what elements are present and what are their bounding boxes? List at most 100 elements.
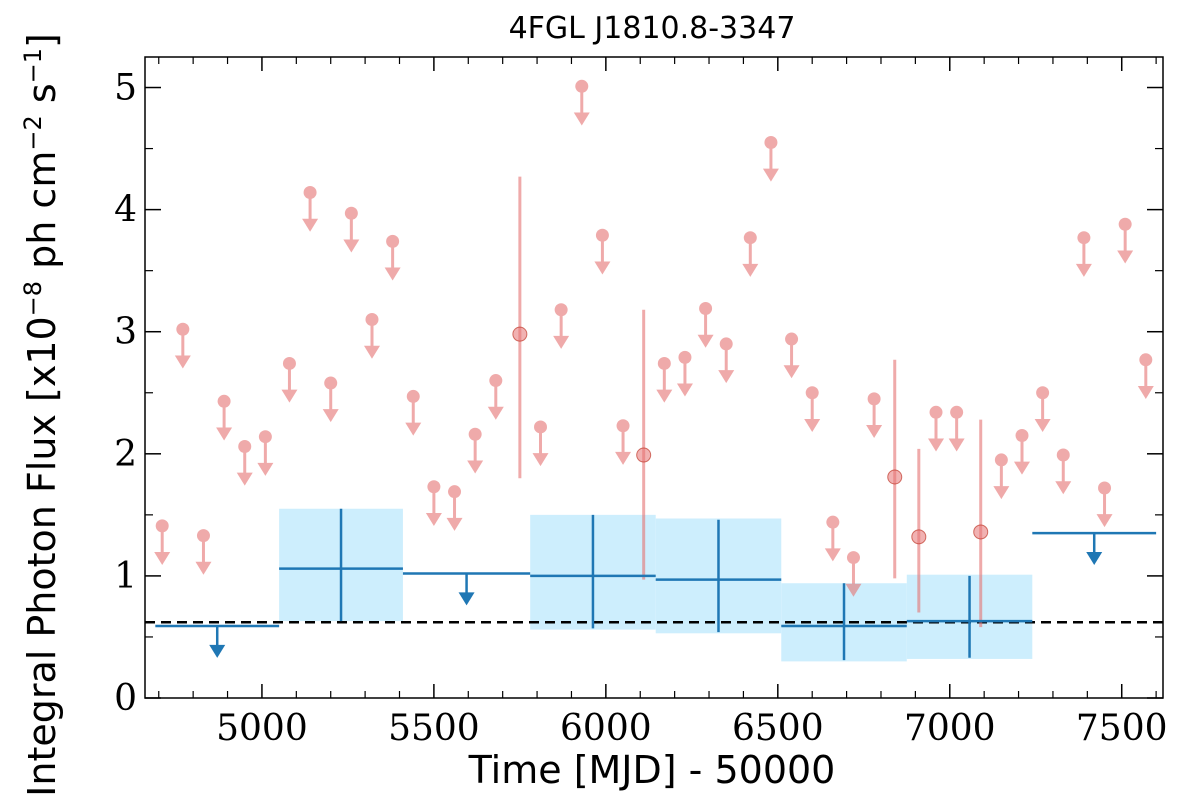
long-bin-upper-limit bbox=[402, 572, 531, 606]
upper-limit-marker bbox=[595, 228, 609, 242]
upper-limit-point bbox=[615, 419, 632, 465]
x-tick-label: 5000 bbox=[216, 708, 308, 749]
y-tick-label: 3 bbox=[114, 312, 137, 353]
upper-limit-marker bbox=[176, 322, 190, 336]
upper-limit-point bbox=[824, 515, 841, 562]
x-tick-label: 5500 bbox=[388, 708, 480, 749]
upper-limit-marker bbox=[1098, 481, 1112, 495]
upper-limit-marker bbox=[1077, 231, 1091, 245]
upper-limit-marker bbox=[554, 303, 568, 317]
y-axis-label-part1: Integral Photon Flux [x10 bbox=[20, 316, 64, 797]
upper-limit-marker bbox=[743, 231, 757, 245]
upper-limit-marker bbox=[950, 405, 964, 419]
upper-limit-marker bbox=[344, 206, 358, 220]
upper-limit-marker bbox=[1015, 428, 1029, 442]
upper-limit-point bbox=[594, 228, 611, 275]
upper-limit-point bbox=[1034, 386, 1051, 432]
upper-limit-arrow-head bbox=[154, 552, 171, 566]
upper-limit-marker bbox=[826, 515, 840, 529]
x-tick-label: 7500 bbox=[1076, 708, 1168, 749]
upper-limit-marker bbox=[217, 394, 231, 408]
upper-limit-marker bbox=[1056, 448, 1070, 462]
upper-limit-point bbox=[656, 356, 673, 403]
upper-limit-marker bbox=[406, 389, 420, 403]
upper-limit-arrow-head bbox=[343, 239, 360, 253]
upper-limit-arrow-head bbox=[656, 389, 673, 403]
upper-limit-point bbox=[993, 453, 1010, 500]
upper-limit-marker bbox=[238, 439, 252, 453]
long-bin-upper-limit bbox=[155, 624, 280, 658]
upper-limit-arrow-head bbox=[216, 427, 233, 441]
upper-limit-arrow-head bbox=[1013, 461, 1030, 475]
detection-marker bbox=[512, 326, 528, 342]
upper-limit-arrow-head bbox=[1096, 514, 1113, 528]
upper-limit-point bbox=[697, 302, 714, 348]
upper-limit-arrow-head bbox=[553, 335, 570, 349]
upper-limit-point bbox=[783, 332, 800, 379]
x-axis-label: Time [MJD] - 50000 bbox=[468, 748, 836, 792]
upper-limit-arrow-head bbox=[948, 438, 965, 452]
upper-limit-arrow-head bbox=[322, 409, 339, 423]
upper-limit-arrow-head bbox=[1137, 385, 1154, 399]
upper-limit-point bbox=[195, 529, 212, 575]
upper-limit-marker bbox=[155, 519, 169, 533]
upper-limit-point bbox=[1096, 481, 1113, 528]
upper-limit-arrow-head bbox=[804, 418, 821, 432]
upper-limit-point bbox=[281, 356, 298, 403]
upper-limit-arrow-head bbox=[676, 383, 693, 397]
short-bin-upper-limits bbox=[154, 79, 1154, 597]
y-tick-label: 0 bbox=[114, 678, 137, 719]
upper-limit-arrow-head bbox=[845, 583, 862, 597]
upper-limit-arrow-head bbox=[467, 460, 484, 474]
upper-limit-point bbox=[1055, 448, 1072, 495]
long-bin-point bbox=[655, 519, 782, 633]
upper-limit-point bbox=[384, 234, 401, 281]
upper-limit-point bbox=[405, 389, 422, 436]
upper-limit-point bbox=[676, 350, 693, 397]
upper-limit-arrow-head bbox=[866, 425, 883, 439]
upper-limit-point bbox=[532, 420, 549, 467]
upper-limit-point bbox=[1137, 353, 1154, 399]
upper-limit-point bbox=[948, 405, 965, 452]
upper-limit-arrow-head bbox=[446, 517, 463, 531]
axis-ticks: 5000 5500 6000 6500 7000 7500 0 1 2 3 4 5 bbox=[114, 57, 1168, 749]
upper-limit-marker bbox=[448, 485, 462, 499]
upper-limit-arrow-head bbox=[405, 422, 422, 436]
y-axis-label-end: ] bbox=[20, 33, 64, 48]
upper-limit-point bbox=[216, 394, 233, 441]
upper-limit-marker bbox=[365, 313, 379, 327]
detection-marker bbox=[887, 469, 903, 485]
upper-limit-arrow-head bbox=[281, 389, 298, 403]
long-bin-point bbox=[781, 583, 907, 661]
upper-limit-marker bbox=[1118, 217, 1132, 231]
upper-limit-marker bbox=[427, 480, 441, 494]
upper-limit-point bbox=[425, 480, 442, 526]
upper-limit-arrow-head bbox=[1075, 263, 1092, 277]
upper-limit-marker bbox=[575, 79, 589, 93]
upper-limit-marker bbox=[196, 529, 210, 543]
y-axis-label-part2: ph cm bbox=[20, 151, 64, 281]
long-bin-upper-limits bbox=[155, 531, 1157, 658]
detection-point bbox=[973, 419, 989, 628]
upper-limit-point bbox=[718, 337, 735, 384]
upper-limit-point bbox=[322, 376, 339, 423]
upper-limit-arrow-head bbox=[1117, 250, 1134, 264]
upper-limit-marker bbox=[994, 453, 1008, 467]
upper-limit-marker bbox=[657, 356, 671, 370]
y-axis-label-exp3: −1 bbox=[19, 48, 47, 83]
upper-limit-arrow-head bbox=[174, 355, 191, 369]
upper-limit-point bbox=[363, 313, 380, 359]
upper-limit-marker bbox=[534, 420, 548, 434]
upper-limit-arrow-head bbox=[573, 112, 590, 126]
upper-limit-marker bbox=[258, 430, 272, 444]
upper-limit-marker bbox=[719, 337, 733, 351]
y-tick-label: 4 bbox=[114, 190, 137, 231]
upper-limit-arrow-head bbox=[783, 365, 800, 379]
detection-point bbox=[512, 176, 528, 479]
detection-point bbox=[911, 448, 927, 613]
upper-limit-marker bbox=[805, 386, 819, 400]
upper-limit-arrow-head bbox=[594, 261, 611, 275]
upper-limit-point bbox=[1075, 231, 1092, 277]
upper-limit-marker bbox=[764, 135, 778, 149]
upper-limit-marker bbox=[616, 419, 630, 433]
